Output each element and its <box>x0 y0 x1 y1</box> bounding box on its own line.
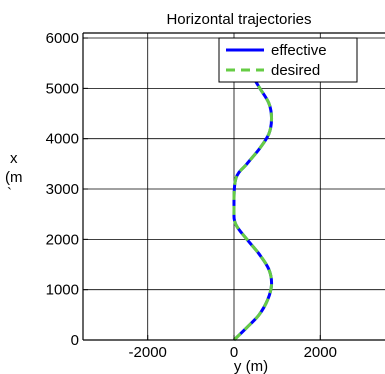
y-tick-label-3: 3000 <box>46 181 79 198</box>
chart-title: Horizontal trajectories <box>166 11 311 28</box>
x-tick-label-2: 2000 <box>304 344 337 361</box>
tick-labels: -2000 0 2000 0 1000 2000 3000 4000 5000 6000 <box>46 30 337 361</box>
y-tick-label-1: 1000 <box>46 282 79 299</box>
y-tick-label-2: 2000 <box>46 231 79 248</box>
x-tick-label-1: 0 <box>230 344 238 361</box>
y-tick-label-5: 5000 <box>46 80 79 97</box>
y-tick-label-0: 0 <box>71 332 79 349</box>
y-axis-label-line-2: (m <box>5 169 23 186</box>
x-axis-label: y (m) <box>234 358 268 374</box>
x-tick-label-0: -2000 <box>129 344 167 361</box>
y-axis-label-line-3: ` <box>7 185 12 202</box>
legend: effective desired <box>218 37 358 83</box>
y-tick-label-6: 6000 <box>46 30 79 47</box>
legend-label-effective: effective <box>271 42 327 59</box>
legend-box <box>218 37 358 83</box>
legend-label-desired: desired <box>271 62 320 79</box>
y-axis-label-line-1: x <box>10 150 18 167</box>
y-tick-label-4: 4000 <box>46 131 79 148</box>
